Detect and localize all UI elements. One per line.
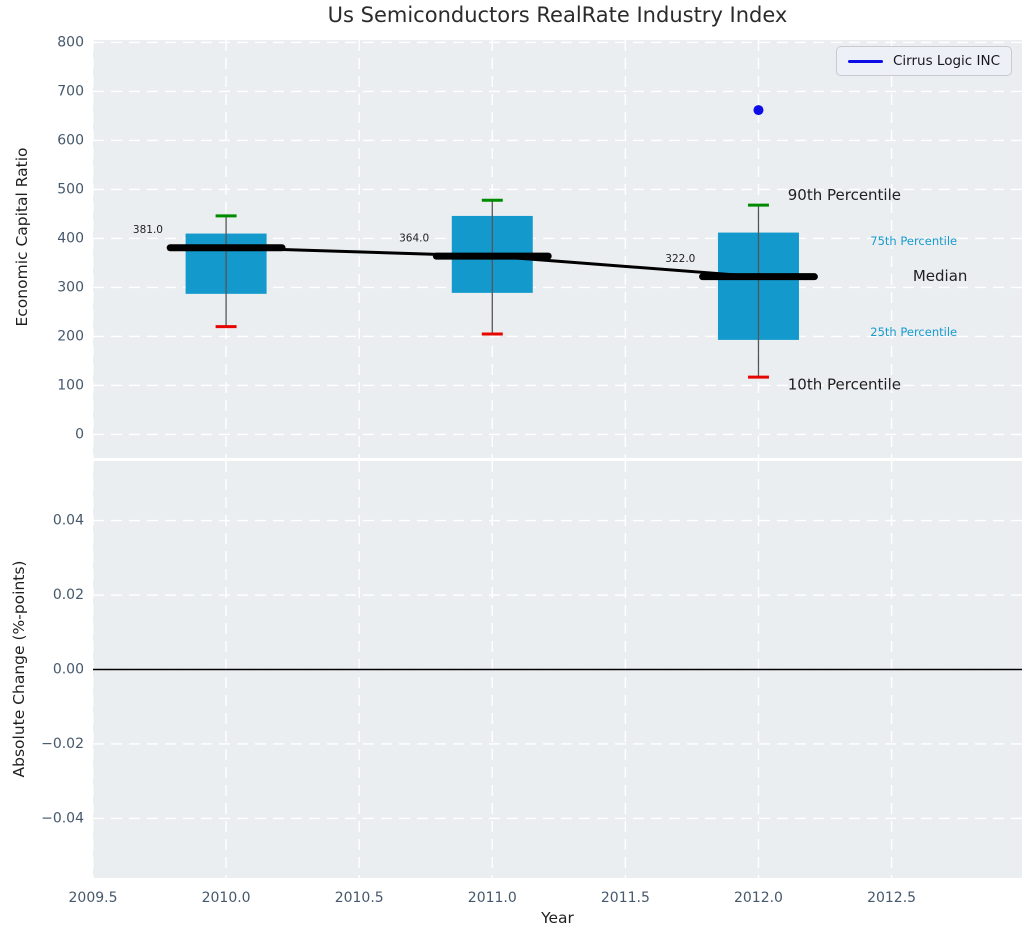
- x-tick-label: 2011.0: [468, 890, 517, 906]
- bottom-y-axis-label: Absolute Change (%-points): [10, 560, 28, 778]
- x-axis-label: Year: [541, 909, 574, 927]
- legend: Cirrus Logic INC: [836, 46, 1013, 76]
- y-tick-label: 400: [57, 230, 84, 246]
- y-tick-label: −0.04: [41, 810, 84, 826]
- value-annotation: 364.0: [399, 232, 429, 244]
- y-tick-label: −0.02: [41, 736, 84, 752]
- percentile-label: 90th Percentile: [788, 186, 901, 204]
- y-tick-label: 700: [57, 83, 84, 99]
- x-tick-label: 2009.5: [69, 890, 118, 906]
- x-tick-label: 2010.5: [335, 890, 384, 906]
- legend-label: Cirrus Logic INC: [893, 53, 1001, 69]
- chart-title: Us Semiconductors RealRate Industry Inde…: [327, 3, 788, 27]
- y-tick-label: 600: [57, 132, 84, 148]
- y-tick-label: 0.04: [53, 513, 84, 529]
- top-y-axis-label: Economic Capital Ratio: [13, 147, 31, 327]
- y-tick-label: 0.02: [53, 587, 84, 603]
- value-annotation: 381.0: [133, 224, 163, 236]
- x-tick-label: 2010.0: [202, 890, 251, 906]
- percentile-label: 10th Percentile: [788, 375, 901, 393]
- percentile-label: Median: [913, 267, 968, 285]
- y-tick-label: 300: [57, 279, 84, 295]
- x-tick-label: 2012.0: [734, 890, 783, 906]
- x-tick-label: 2012.5: [867, 890, 916, 906]
- percentile-label: 25th Percentile: [870, 325, 957, 339]
- y-tick-label: 0.00: [53, 662, 84, 678]
- y-tick-label: 100: [57, 377, 84, 393]
- x-tick-label: 2011.5: [601, 890, 650, 906]
- y-tick-label: 0: [75, 426, 84, 442]
- company-point: [753, 105, 764, 116]
- boxplot-layer: 381.0 364.0 322.0 90th Percentile 75th Perce…: [133, 105, 967, 393]
- legend-line-sample: [848, 59, 883, 63]
- percentile-label: 75th Percentile: [870, 234, 957, 248]
- y-tick-label: 800: [57, 34, 84, 50]
- value-annotation: 322.0: [665, 253, 695, 265]
- y-tick-label: 500: [57, 181, 84, 197]
- y-tick-label: 200: [57, 328, 84, 344]
